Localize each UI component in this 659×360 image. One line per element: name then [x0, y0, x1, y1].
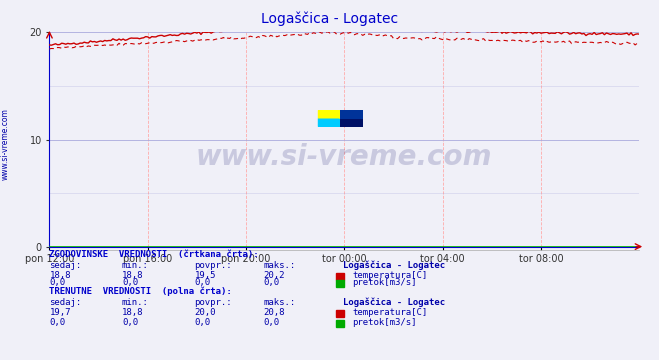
Text: 0,0: 0,0: [264, 278, 279, 287]
Text: Logaščica - Logatec: Logaščica - Logatec: [343, 261, 445, 270]
Text: 18,8: 18,8: [49, 271, 71, 280]
Text: TRENUTNE  VREDNOSTI  (polna črta):: TRENUTNE VREDNOSTI (polna črta):: [49, 287, 232, 297]
Polygon shape: [318, 118, 340, 127]
Polygon shape: [318, 111, 340, 118]
Text: Logaščica - Logatec: Logaščica - Logatec: [261, 12, 398, 26]
Bar: [340, 111, 362, 118]
Text: 18,8: 18,8: [122, 271, 144, 280]
Text: 18,8: 18,8: [122, 308, 144, 317]
Text: ZGODOVINSKE  VREDNOSTI  (črtkana črta):: ZGODOVINSKE VREDNOSTI (črtkana črta):: [49, 251, 259, 260]
Text: 0,0: 0,0: [194, 318, 210, 327]
Text: 0,0: 0,0: [49, 278, 65, 287]
Text: povpr.:: povpr.:: [194, 261, 232, 270]
Text: 20,0: 20,0: [194, 308, 216, 317]
Text: min.:: min.:: [122, 261, 149, 270]
Text: 20,2: 20,2: [264, 271, 285, 280]
Text: min.:: min.:: [122, 298, 149, 307]
Text: 20,8: 20,8: [264, 308, 285, 317]
Text: Logaščica - Logatec: Logaščica - Logatec: [343, 298, 445, 307]
Text: sedaj:: sedaj:: [49, 298, 82, 307]
Text: 0,0: 0,0: [122, 278, 138, 287]
Text: 0,0: 0,0: [49, 318, 65, 327]
Text: 0,0: 0,0: [194, 278, 210, 287]
Text: www.si-vreme.com: www.si-vreme.com: [1, 108, 10, 180]
Text: 0,0: 0,0: [264, 318, 279, 327]
Text: temperatura[C]: temperatura[C]: [353, 271, 428, 280]
Text: sedaj:: sedaj:: [49, 261, 82, 270]
Bar: [318, 111, 340, 118]
Text: www.si-vreme.com: www.si-vreme.com: [196, 143, 492, 171]
Bar: [318, 118, 340, 127]
Text: temperatura[C]: temperatura[C]: [353, 308, 428, 317]
Text: 0,0: 0,0: [122, 318, 138, 327]
Text: 19,7: 19,7: [49, 308, 71, 317]
Text: pretok[m3/s]: pretok[m3/s]: [353, 278, 417, 287]
Text: maks.:: maks.:: [264, 298, 296, 307]
Text: maks.:: maks.:: [264, 261, 296, 270]
Text: pretok[m3/s]: pretok[m3/s]: [353, 318, 417, 327]
Text: povpr.:: povpr.:: [194, 298, 232, 307]
Text: 19,5: 19,5: [194, 271, 216, 280]
Bar: [340, 118, 362, 127]
